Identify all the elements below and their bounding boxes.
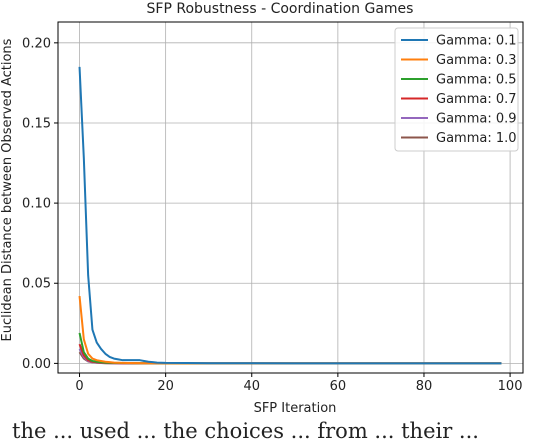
y-tick-label: 0.05 (22, 277, 51, 292)
x-axis-label: SFP Iteration (254, 401, 337, 414)
legend-entry: Gamma: 0.7 (436, 92, 517, 107)
legend: Gamma: 0.1 Gamma: 0.3 Gamma: 0.5 Gamma: 0.7… (394, 27, 519, 152)
legend-entry: Gamma: 0.9 (436, 112, 517, 127)
y-tick-label: 0.10 (22, 197, 51, 212)
x-tick-label: 40 (243, 379, 260, 394)
legend-entry: Gamma: 0.1 (436, 34, 517, 49)
series-line-1 (78, 66, 502, 365)
y-tick-label: 0.15 (22, 116, 51, 131)
x-tick-label: 0 (75, 379, 83, 394)
caption-text: the ... used ... the choices ... from ..… (12, 419, 479, 443)
x-tick-label: 20 (157, 379, 174, 394)
y-tick-label: 0.00 (22, 357, 51, 372)
plot-frame (57, 21, 524, 374)
legend-entry: Gamma: 0.5 (436, 73, 517, 88)
chart-title: SFP Robustness - Coordination Games (147, 1, 414, 17)
x-tick-label: 100 (498, 379, 523, 394)
series-lines (78, 66, 502, 365)
y-axis-label: Euclidean Distance between Observed Acti… (0, 38, 15, 341)
x-tick-label: 80 (416, 379, 433, 394)
legend-entry: Gamma: 0.3 (436, 53, 517, 68)
axis-ticks: 0 20 40 60 80 100 0.00 0.05 0.10 0.15 0.20 (22, 36, 522, 394)
legend-entry: Gamma: 1.0 (436, 131, 517, 146)
chart: SFP Robustness - Coordination Games 0 20 4… (0, 1, 524, 414)
y-tick-label: 0.20 (22, 36, 51, 51)
x-tick-label: 60 (330, 379, 347, 394)
